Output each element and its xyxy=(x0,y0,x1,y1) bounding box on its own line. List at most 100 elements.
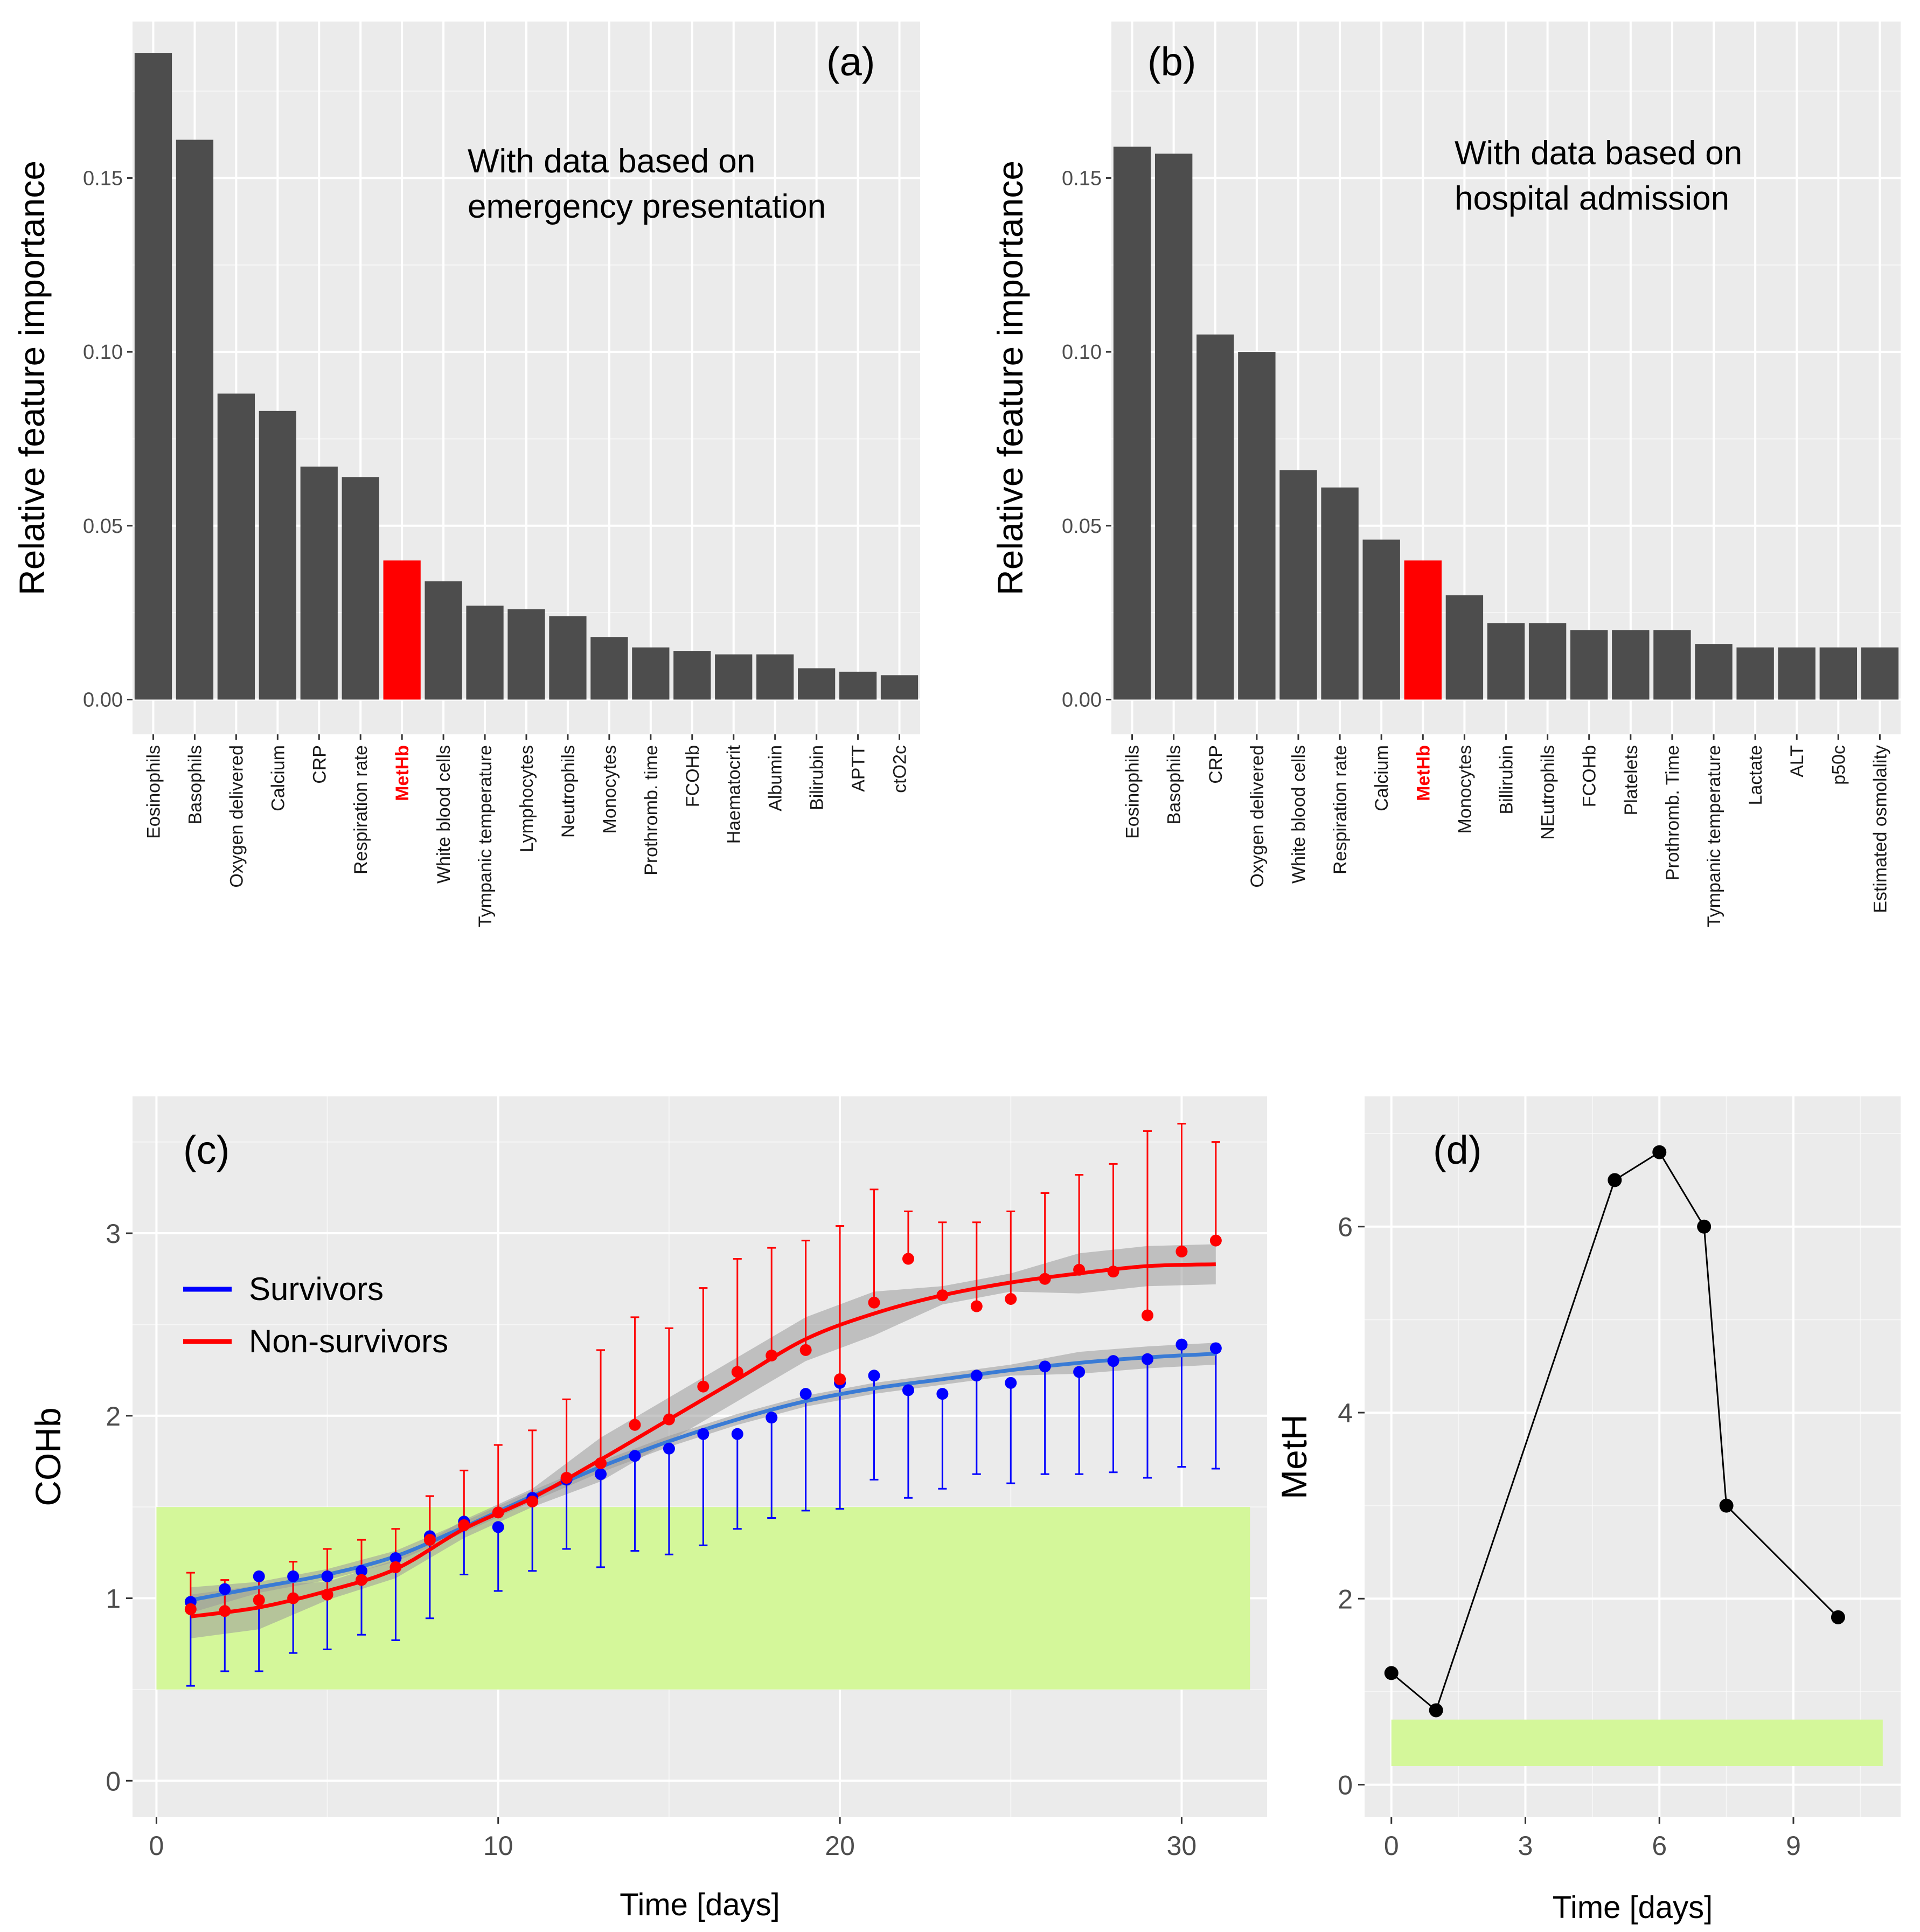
panel-a-xtick-label-tympanic-temperature: Tympanic temperature xyxy=(475,745,496,927)
panel-a-xtick-label-respiration-rate: Respiration rate xyxy=(351,745,371,874)
panel-c-non-survivors-point xyxy=(1107,1266,1119,1278)
panel-a-bar-respiration-rate xyxy=(342,477,379,700)
panel-d-meth-point xyxy=(1652,1145,1667,1159)
panel-d-ytick-label: 6 xyxy=(1338,1212,1353,1242)
panel-c-non-survivors-point xyxy=(1141,1309,1153,1322)
panel-c-non-survivors-point xyxy=(868,1296,880,1309)
panel-a-xtick-label-basophils: Basophils xyxy=(185,745,205,824)
panel-b-bar-neutrophils xyxy=(1528,623,1567,700)
panel-c-survivors-point xyxy=(1039,1360,1051,1373)
panel-d-meth-point xyxy=(1429,1703,1443,1718)
panel-a-ytick-label: 0.15 xyxy=(83,167,123,190)
panel-c-survivors-point xyxy=(1141,1353,1153,1365)
panel-a-bar-aptt xyxy=(839,671,877,700)
panel-a-bar-cto2c xyxy=(880,675,919,700)
panel-b-xtick-label-white-blood-cells: White blood cells xyxy=(1289,745,1309,884)
panel-b-xtick-label-methb: MetHb xyxy=(1413,745,1434,801)
panel-a-bar-methb xyxy=(383,560,421,700)
panel-c-non-survivors-point xyxy=(253,1594,265,1606)
panel-c-panel-label: (c) xyxy=(183,1128,229,1172)
panel-b-panel-label: (b) xyxy=(1147,39,1196,84)
panel-c-survivors-point xyxy=(1073,1366,1086,1378)
panel-d-ytick-label: 0 xyxy=(1338,1770,1353,1801)
panel-d-panel-label: (d) xyxy=(1433,1128,1481,1172)
panel-b-bar-tympanic-temperature xyxy=(1695,644,1733,700)
panel-d-meth-time-chart: 0 3 6 9 0 2 4 6 Time [days] MetH (d) xyxy=(1274,1096,1901,1925)
panel-a-xtick-label-eosinophils: Eosinophils xyxy=(143,745,164,839)
panel-c-survivors-point xyxy=(970,1370,983,1382)
panel-b-feature-importance-chart: 0.00 0.05 0.10 0.15 Eosinophils Basophils CRP O… xyxy=(990,22,1901,927)
panel-a-bar-albumin xyxy=(756,654,794,700)
panel-c-non-survivors-point xyxy=(1005,1292,1017,1305)
panel-c-y-axis-title: COHb xyxy=(28,1407,68,1506)
panel-a-bar-bilirubin xyxy=(798,668,836,700)
panel-b-annotation-line: hospital admission xyxy=(1455,180,1729,217)
panel-d-meth-point xyxy=(1384,1666,1399,1680)
panel-c-non-survivors-point xyxy=(766,1350,778,1362)
panel-c-legend-survivors-label: Survivors xyxy=(249,1271,384,1307)
panel-c-non-survivors-point xyxy=(902,1253,914,1265)
panel-b-xtick-label-p50c: p50c xyxy=(1828,745,1849,785)
panel-b-xtick-label-billirubin: Billirubin xyxy=(1497,745,1517,815)
panel-b-bar-methb xyxy=(1404,560,1442,700)
panel-c-non-survivors-point xyxy=(356,1574,368,1586)
panel-a-bar-fcohb xyxy=(673,651,711,700)
panel-d-meth-point xyxy=(1831,1610,1845,1624)
panel-a-xtick-label-lymphocytes: Lymphocytes xyxy=(517,745,537,852)
panel-c-survivors-point xyxy=(663,1442,675,1455)
panel-c-xtick-label: 0 xyxy=(149,1831,164,1861)
panel-c-ytick-label: 0 xyxy=(106,1766,121,1796)
panel-c-survivors-point xyxy=(1175,1338,1188,1351)
panel-c-non-survivors-point xyxy=(970,1300,983,1312)
panel-a-bar-lymphocytes xyxy=(507,609,545,700)
panel-a-xtick-label-fcohb: FCOHb xyxy=(683,745,703,807)
panel-a-xtick-label-calcium: Calcium xyxy=(268,745,288,811)
panel-a-ytick-label: 0.10 xyxy=(83,341,123,364)
panel-b-xtick-label-fcohb: FCOHb xyxy=(1580,745,1600,807)
panel-b-xtick-label-basophils: Basophils xyxy=(1164,745,1185,824)
panel-b-xtick-label-respiration-rate: Respiration rate xyxy=(1330,745,1351,874)
panel-b-xtick-label-platelets: Platelets xyxy=(1621,745,1641,815)
panel-b-xtick-label-alt: ALT xyxy=(1787,745,1807,777)
panel-a-ytick-label: 0.00 xyxy=(83,689,123,711)
panel-d-ytick-label: 4 xyxy=(1338,1398,1353,1428)
panel-c-survivors-point xyxy=(492,1521,504,1533)
panel-c-plot-background xyxy=(133,1096,1267,1817)
panel-a-xtick-label-prothromb-time: Prothromb. time xyxy=(641,745,662,875)
panel-b-y-axis-title: Relative feature importance xyxy=(990,161,1030,595)
panel-b-bar-monocytes xyxy=(1445,595,1484,700)
panel-d-xtick-label: 3 xyxy=(1518,1831,1533,1861)
panel-b-bar-platelets xyxy=(1612,630,1650,700)
panel-b-annotation-line: With data based on xyxy=(1455,135,1742,172)
panel-c-non-survivors-point xyxy=(458,1519,470,1532)
panel-a-xtick-label-albumin: Albumin xyxy=(766,745,786,811)
panel-c-non-survivors-point xyxy=(731,1366,743,1378)
panel-c-x-axis-title: Time [days] xyxy=(620,1887,780,1922)
panel-d-normal-range-band xyxy=(1391,1719,1883,1767)
panel-b-bar-estimated-osmolality xyxy=(1861,647,1899,700)
panel-b-bar-oxygen-delivered xyxy=(1238,352,1276,700)
panel-d-ytick-label: 2 xyxy=(1338,1584,1353,1614)
panel-c-survivors-point xyxy=(1209,1342,1222,1354)
panel-a-bar-monocytes xyxy=(590,637,628,700)
panel-c-xtick-label: 20 xyxy=(825,1831,855,1861)
panel-b-bar-calcium xyxy=(1362,539,1400,700)
panel-a-annotation-line: With data based on xyxy=(468,143,755,180)
panel-b-bar-billirubin xyxy=(1487,623,1525,700)
panel-c-survivors-point xyxy=(799,1388,812,1400)
panel-a-xtick-label-methb: MetHb xyxy=(392,745,413,801)
panel-d-xtick-label: 0 xyxy=(1384,1831,1399,1861)
panel-c-survivors-point xyxy=(731,1428,743,1440)
panel-a-bar-oxygen-delivered xyxy=(217,393,255,700)
panel-a-bar-prothromb-time xyxy=(632,647,670,700)
panel-a-annotation-line: emergency presentation xyxy=(468,188,826,225)
panel-b-bar-lactate xyxy=(1736,647,1774,700)
panel-c-non-survivors-point xyxy=(526,1495,539,1507)
panel-b-ytick-label: 0.10 xyxy=(1062,341,1102,364)
panel-c-survivors-point xyxy=(287,1570,300,1582)
panel-c-non-survivors-point xyxy=(629,1419,641,1431)
panel-b-xtick-label-estimated-osmolality: Estimated osmolality xyxy=(1870,745,1890,913)
panel-c-survivors-point xyxy=(321,1570,333,1582)
panel-b-xtick-label-eosinophils: Eosinophils xyxy=(1123,745,1143,839)
panel-c-ytick-label: 3 xyxy=(106,1219,121,1249)
